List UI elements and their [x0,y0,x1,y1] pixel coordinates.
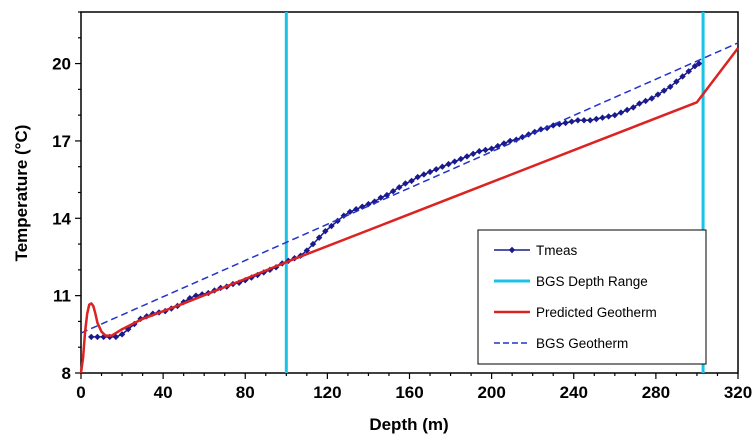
tmeas-point [623,106,631,114]
legend: Tmeas BGS Depth Range Predicted Geotherm BG… [477,229,707,365]
tmeas-point [506,137,514,145]
tmeas-point [679,73,686,80]
y-tick-label: 20 [52,55,71,74]
x-tick-label: 120 [313,383,341,402]
tmeas-point [580,117,588,124]
tmeas-point [396,184,403,191]
tmeas-point [513,136,520,143]
tmeas-point [673,78,680,85]
x-tick-label: 240 [560,383,588,402]
x-tick-labels: 0 40 80 120 160 200 240 280 320 [76,383,752,402]
y-tick-label: 14 [52,209,71,228]
tmeas-point [695,60,703,67]
x-tick-label: 200 [477,383,505,402]
tmeas-point [309,240,317,248]
tmeas-point [445,160,452,168]
tmeas-point [389,188,397,195]
tmeas-point [426,168,434,176]
tmeas-point [94,333,101,341]
legend-label: BGS Geotherm [536,336,628,351]
x-tick-label: 80 [236,383,255,402]
tmeas-line [91,62,700,338]
y-tick-label: 11 [53,287,71,306]
tmeas-point [451,158,458,165]
tmeas-point [568,118,575,125]
tmeas-point [482,146,489,154]
bgs-geotherm-line [80,42,739,334]
tmeas-point [574,117,582,124]
axis-ticks [75,11,739,379]
y-axis-title: Temperature (°C) [12,125,31,262]
tmeas-point [334,217,341,225]
tmeas-point [586,117,594,124]
tmeas-point [556,120,563,128]
legend-label: Predicted Geotherm [536,305,657,320]
tmeas-point [457,155,465,163]
tmeas-point [593,115,600,123]
x-tick-label: 0 [76,383,85,402]
tmeas-point [402,180,409,187]
tmeas-point [636,100,643,107]
x-axis-title: Depth (m) [369,415,448,434]
y-tick-labels: 8 11 14 17 20 [52,55,71,383]
x-tick-label: 280 [642,383,670,402]
tmeas-point [359,203,366,210]
tmeas-point [562,119,569,127]
tmeas-point [463,153,471,160]
y-tick-label: 17 [52,132,71,151]
tmeas-point [365,200,372,208]
tmeas-point [346,208,354,216]
tmeas-point [88,333,95,341]
predicted-geotherm-line [79,47,739,374]
tmeas-point [328,222,335,230]
tmeas-point [352,206,360,213]
tmeas-point [315,234,323,241]
tmeas-point [303,247,311,254]
tmeas-point [630,104,637,111]
tmeas-point [340,212,347,219]
tmeas-point [667,83,674,90]
tmeas-point [599,114,606,121]
tmeas-point [617,109,625,116]
tmeas-point [408,177,415,185]
tmeas-point [654,91,662,98]
legend-label: Tmeas [536,243,578,258]
tmeas-point [432,166,440,173]
tmeas-point [611,111,619,119]
x-tick-label: 320 [724,383,752,402]
tmeas-point [322,227,329,235]
x-tick-label: 160 [395,383,423,402]
tmeas-point [118,331,126,338]
tmeas-point [660,87,668,94]
tmeas-point [648,95,655,102]
tmeas-point [420,171,428,178]
legend-box [477,229,707,365]
tmeas-point [642,97,649,105]
x-tick-label: 40 [154,383,173,402]
legend-marker-tmeas [508,246,516,254]
tmeas-point [605,113,612,120]
tmeas-point [377,194,384,201]
tmeas-point [488,145,495,152]
y-tick-label: 8 [62,364,71,383]
tmeas-point [525,131,532,138]
tmeas-point [685,68,692,75]
tmeas-point [476,148,483,155]
tmeas-point [469,150,477,158]
tmeas-point [519,133,526,141]
tmeas-point [414,173,421,181]
tmeas-point [537,126,545,133]
series-layer [79,12,739,374]
legend-label: BGS Depth Range [536,274,648,289]
tmeas-point [439,163,446,170]
tmeas-point [691,62,699,70]
